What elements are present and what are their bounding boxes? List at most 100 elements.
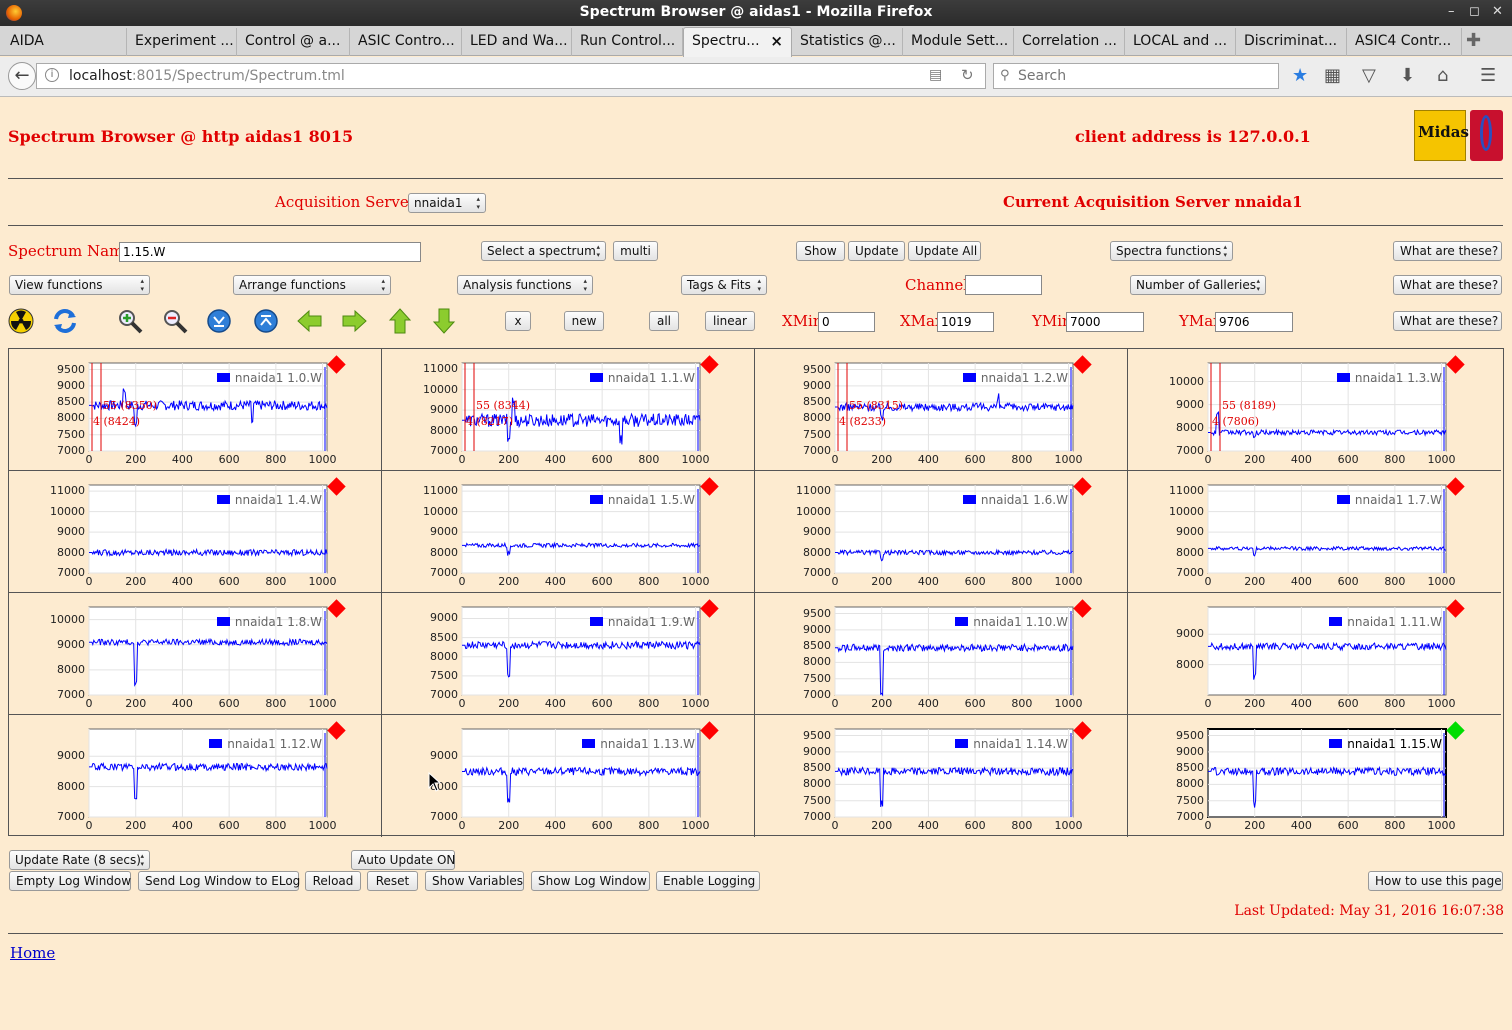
channel-input[interactable]: [965, 275, 1042, 295]
url-bar[interactable]: i localhost:8015/Spectrum/Spectrum.tml ▤…: [36, 63, 986, 89]
menu-icon[interactable]: ☰: [1480, 65, 1497, 86]
update-rate-dropdown[interactable]: Update Rate (8 secs): [9, 850, 150, 870]
all-button[interactable]: all: [649, 311, 679, 331]
back-button[interactable]: ←: [8, 62, 36, 90]
spectrum-cell[interactable]: 7000 8000 9000 10000 0 200 400 600 800 1000 nnaida…: [9, 593, 382, 715]
refresh-icon[interactable]: [51, 307, 79, 335]
tab-0[interactable]: AIDA: [2, 28, 127, 56]
analysis-functions-dropdown[interactable]: Analysis functions: [457, 275, 593, 295]
spectrum-plot[interactable]: [1128, 715, 1501, 837]
reader-view-icon[interactable]: ▤: [929, 67, 943, 83]
empty-log-button[interactable]: Empty Log Window: [9, 871, 131, 891]
spectrum-plot[interactable]: [1128, 349, 1501, 471]
linear-button[interactable]: linear: [705, 311, 755, 331]
tab-2[interactable]: Control @ a...: [237, 28, 350, 56]
update-button[interactable]: Update: [848, 241, 905, 261]
close-window-icon[interactable]: ✕: [1492, 4, 1503, 19]
maximize-icon[interactable]: ◻: [1469, 4, 1480, 19]
spectrum-cell[interactable]: 7000 8000 9000 10000 11000 0 200 400 600 800 1000 n…: [382, 349, 755, 471]
minimize-icon[interactable]: –: [1448, 4, 1455, 19]
what-are-these-button-3[interactable]: What are these?: [1393, 311, 1502, 331]
arrange-functions-dropdown[interactable]: Arrange functions: [233, 275, 391, 295]
reset-button[interactable]: Reset: [367, 871, 418, 891]
spectrum-plot[interactable]: [1128, 471, 1501, 593]
spectrum-cell[interactable]: 7000 8000 9000 10000 11000 0 200 400 600 800 1000 n…: [9, 471, 382, 593]
spectrum-plot[interactable]: [9, 349, 382, 471]
select-spectrum-dropdown[interactable]: Select a spectrum: [481, 241, 606, 261]
zoom-in-icon[interactable]: [116, 307, 144, 335]
radiation-icon[interactable]: [7, 307, 35, 335]
bookmark-star-icon[interactable]: ★: [1292, 65, 1309, 86]
spectrum-plot[interactable]: [382, 593, 755, 715]
tab-6[interactable]: Spectru... ×: [683, 27, 792, 57]
expand-down-icon[interactable]: [205, 307, 233, 335]
tab-11[interactable]: Discriminat...: [1236, 28, 1347, 56]
spectrum-plot[interactable]: [9, 471, 382, 593]
zoom-out-icon[interactable]: [161, 307, 189, 335]
spectrum-cell[interactable]: 7000 8000 9000 10000 0 200 400 600 800 1000 nnaida…: [1128, 349, 1501, 471]
url-text[interactable]: localhost:8015/Spectrum/Spectrum.tml: [69, 68, 345, 84]
spectrum-plot[interactable]: [9, 715, 382, 837]
number-of-galleries-dropdown[interactable]: Number of Galleries: [1130, 275, 1266, 295]
spectrum-cell[interactable]: 8000 9000 0 200 400 600 800 1000 nnaida1 1.11.W: [1128, 593, 1501, 715]
spectrum-plot[interactable]: [755, 349, 1128, 471]
spectrum-cell[interactable]: 7000 8000 9000 10000 11000 0 200 400 600 800 1000 n…: [1128, 471, 1501, 593]
spectrum-plot[interactable]: [382, 349, 755, 471]
spectrum-plot[interactable]: [1128, 593, 1501, 715]
spectrum-plot[interactable]: [755, 715, 1128, 837]
spectrum-plot[interactable]: [755, 471, 1128, 593]
send-log-button[interactable]: Send Log Window to ELog: [138, 871, 300, 891]
update-all-button[interactable]: Update All: [908, 241, 981, 261]
how-to-use-button[interactable]: How to use this page: [1368, 871, 1503, 891]
multi-button[interactable]: multi: [613, 241, 658, 261]
auto-update-button[interactable]: Auto Update ON: [351, 850, 455, 870]
spectrum-cell[interactable]: 7000 7500 8000 8500 9000 9500 0 200 400 600 800 100…: [755, 715, 1128, 837]
x-button[interactable]: x: [505, 311, 531, 331]
download-icon[interactable]: ⬇: [1400, 65, 1416, 86]
xmin-input[interactable]: [818, 312, 875, 332]
what-are-these-button-2[interactable]: What are these?: [1393, 275, 1502, 295]
pocket-icon[interactable]: ▽: [1362, 65, 1376, 86]
info-icon[interactable]: i: [45, 68, 59, 82]
spectrum-plot[interactable]: [382, 715, 755, 837]
tab-8[interactable]: Module Sett...: [903, 28, 1014, 56]
show-variables-button[interactable]: Show Variables: [425, 871, 524, 891]
reading-list-icon[interactable]: ▦: [1324, 65, 1342, 86]
acq-server-select[interactable]: nnaida1: [408, 193, 486, 213]
tab-5[interactable]: Run Control...: [572, 28, 683, 56]
tab-4[interactable]: LED and Wa...: [462, 28, 572, 56]
close-tab-icon[interactable]: ×: [770, 32, 783, 50]
tab-9[interactable]: Correlation ...: [1014, 28, 1125, 56]
ymin-input[interactable]: [1066, 312, 1144, 332]
enable-logging-button[interactable]: Enable Logging: [656, 871, 760, 891]
arrow-up-icon[interactable]: [386, 307, 414, 335]
spectra-functions-dropdown[interactable]: Spectra functions: [1110, 241, 1233, 261]
home-link[interactable]: Home: [10, 944, 56, 962]
search-box[interactable]: ⚲: [993, 63, 1279, 89]
what-are-these-button-1[interactable]: What are these?: [1393, 241, 1502, 261]
spectrum-cell[interactable]: 7000 8000 9000 0 200 400 600 800 1000 nnaida1 1.1…: [9, 715, 382, 837]
spectrum-cell[interactable]: 7000 8000 9000 10000 11000 0 200 400 600 800 1000 n…: [382, 471, 755, 593]
ymax-input[interactable]: [1215, 312, 1293, 332]
tab-1[interactable]: Experiment ...: [127, 28, 237, 56]
tab-12[interactable]: ASIC4 Contr...: [1347, 28, 1462, 56]
tab-3[interactable]: ASIC Contro...: [350, 28, 462, 56]
spectrum-cell[interactable]: 7000 7500 8000 8500 9000 9500 0 200 400 600 800 100…: [755, 593, 1128, 715]
spectrum-cell[interactable]: 7000 7500 8000 8500 9000 0 200 400 600 800 1000 nna…: [382, 593, 755, 715]
spectrum-cell[interactable]: 7000 8000 9000 10000 11000 0 200 400 600 800 1000 n…: [755, 471, 1128, 593]
tab-10[interactable]: LOCAL and ...: [1125, 28, 1236, 56]
new-button[interactable]: new: [564, 311, 604, 331]
spectrum-cell[interactable]: 7000 8000 9000 0 200 400 600 800 1000 nnaida1 1.1…: [382, 715, 755, 837]
reload-button[interactable]: Reload: [305, 871, 361, 891]
spectrum-plot[interactable]: [755, 593, 1128, 715]
spectrum-name-input[interactable]: [119, 242, 421, 262]
spectrum-cell[interactable]: 7000 7500 8000 8500 9000 9500 0 200 400 600 800 100…: [755, 349, 1128, 471]
arrow-down-icon[interactable]: [430, 307, 458, 335]
spectrum-plot[interactable]: [382, 471, 755, 593]
view-functions-dropdown[interactable]: View functions: [9, 275, 150, 295]
spectrum-cell[interactable]: 7000 7500 8000 8500 9000 9500 0 200 400 600 800 100…: [1128, 715, 1501, 837]
home-icon[interactable]: ⌂: [1437, 65, 1449, 86]
expand-up-icon[interactable]: [252, 307, 280, 335]
arrow-left-icon[interactable]: [296, 307, 324, 335]
tab-7[interactable]: Statistics @...: [792, 28, 903, 56]
